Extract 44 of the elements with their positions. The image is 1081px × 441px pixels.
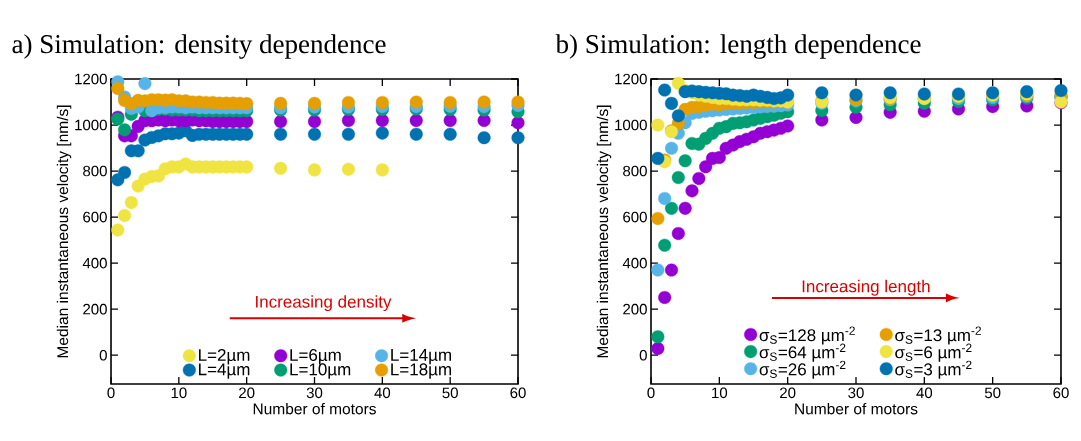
x-tick-label: 50 xyxy=(442,387,458,399)
x-tick-label: 50 xyxy=(984,387,1001,399)
x-tick-label: 10 xyxy=(712,387,728,399)
legend-label: L=18µm xyxy=(391,363,451,379)
legend-label: L=2µm xyxy=(199,349,250,365)
y-tick-label: 0 xyxy=(639,349,647,361)
y-tick-label: 400 xyxy=(622,257,647,269)
y-tick-label: 800 xyxy=(623,165,647,177)
x-tick-label: 10 xyxy=(171,387,187,399)
x-axis-title: Number of motors xyxy=(795,403,918,415)
x-axis-title: Number of motors xyxy=(253,403,376,415)
x-tick-label: 20 xyxy=(780,387,796,399)
x-tick-label: 30 xyxy=(848,387,864,399)
x-tick-label: 60 xyxy=(1053,387,1069,399)
x-tick-label: 0 xyxy=(647,387,655,399)
y-tick-label: 1000 xyxy=(75,119,107,131)
legend-label: σ$_{S}$=128 µm$^{-2}$ xyxy=(759,326,855,345)
legend-label: L=10µm xyxy=(290,363,351,379)
y-tick-label: 400 xyxy=(82,257,107,269)
y-tick-label: 1000 xyxy=(615,119,647,131)
y-axis-title: Median instantaneous velocity [nm/s] xyxy=(56,105,72,358)
y-axis-title: Median instantaneous velocity [nm/s] xyxy=(596,105,612,358)
y-tick-label: 800 xyxy=(83,165,107,177)
y-tick-label: 0 xyxy=(99,349,107,361)
x-tick-label: 0 xyxy=(107,387,115,399)
legend-label: σ$_{S}$=13 µm$^{-2}$ xyxy=(895,326,981,345)
y-tick-label: 600 xyxy=(83,211,107,223)
legend-label: L=6µm xyxy=(290,349,341,365)
legend-label: L=4µm xyxy=(199,363,250,379)
x-tick-label: 40 xyxy=(374,387,391,399)
y-tick-label: 200 xyxy=(623,303,647,315)
y-tick-label: 600 xyxy=(623,211,647,223)
chart-title: b) Simulation: length dependence xyxy=(555,34,921,59)
chart-title: a) Simulation: density dependence xyxy=(12,34,386,59)
x-tick-label: 20 xyxy=(239,387,255,399)
x-tick-label: 60 xyxy=(510,387,526,399)
x-tick-label: 30 xyxy=(306,387,323,399)
annotation: Increasing density xyxy=(256,295,392,312)
y-tick-label: 1200 xyxy=(615,73,647,85)
annotation: Increasing length xyxy=(802,279,930,296)
y-tick-label: 1200 xyxy=(75,73,107,85)
x-tick-label: 40 xyxy=(916,387,933,399)
y-tick-label: 200 xyxy=(83,303,107,315)
legend-label: L=14µm xyxy=(391,349,451,365)
